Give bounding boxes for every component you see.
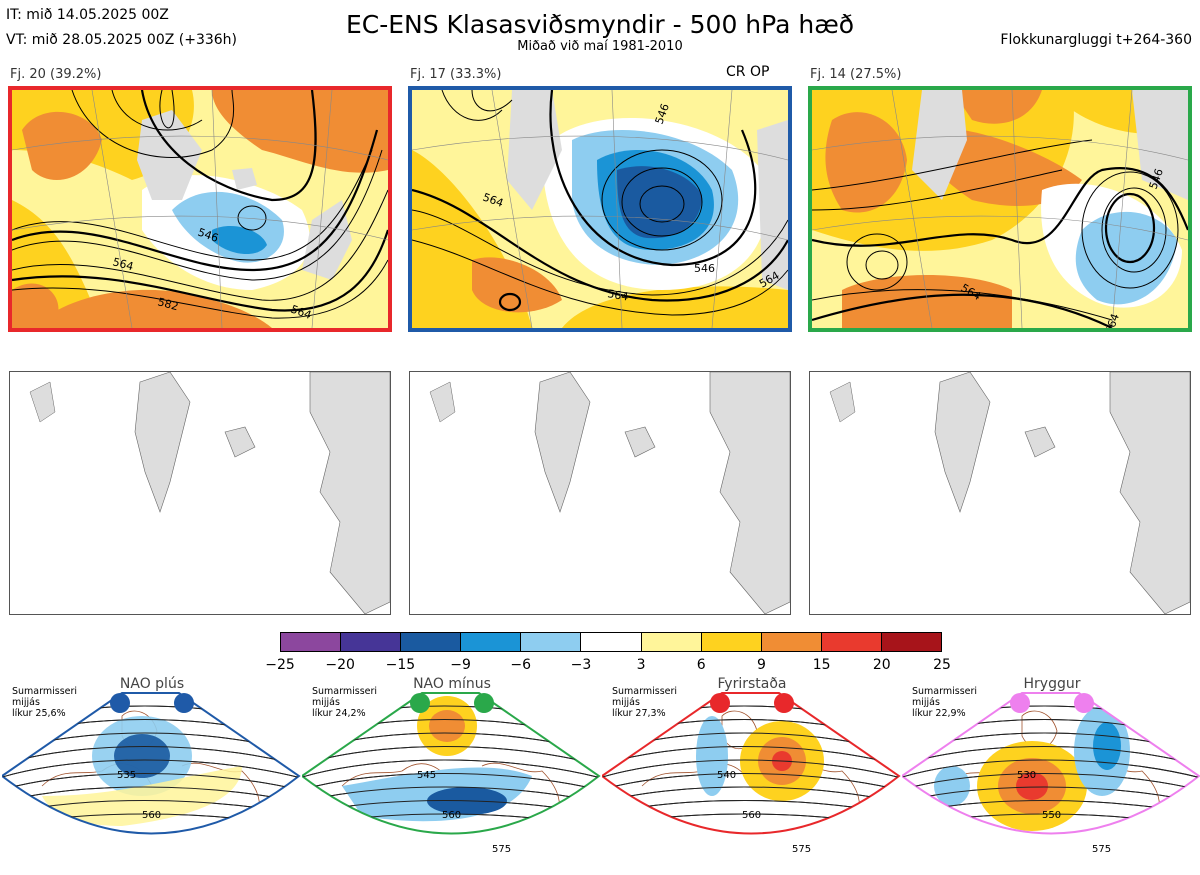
cluster-map-1-plot: 546 564 582 564 [12, 90, 388, 328]
cluster-1-contour-label: 582 [156, 295, 180, 313]
regime-contour-label: 575 [792, 844, 811, 855]
regime-contour-label: 560 [142, 810, 161, 821]
page-title: EC-ENS Klasasviðsmyndir - 500 hPa hæð [345, 10, 855, 39]
regime-info: Sumarmisseri mijjás líkur 22,9% [912, 686, 977, 719]
cluster-map-3-plot: 564 546 564 [812, 90, 1188, 328]
regime-contour-label: 575 [492, 844, 511, 855]
regime-panel: 545 560 575 NAO mínus Sumarmisseri mijjás líku… [300, 676, 602, 871]
colorbar-tick-label: 20 [872, 657, 891, 673]
regime-marker-dot [410, 693, 430, 713]
regime-fan-map: 540 560 575 [600, 692, 901, 855]
colorbar-segment [881, 633, 942, 651]
colorbar-segment [461, 633, 522, 651]
colorbar-tick-label: −15 [385, 657, 416, 673]
regime-contour-label: 545 [417, 770, 436, 781]
regime-info-line: Sumarmisseri [12, 686, 78, 697]
regime-info-line: líkur 27,3% [612, 708, 666, 719]
regime-info-line: Sumarmisseri [312, 686, 378, 697]
valid-time: VT: mið 28.05.2025 00Z (+336h) [6, 32, 238, 48]
colorbar-tick-label: 6 [696, 657, 706, 673]
issue-time: IT: mið 14.05.2025 00Z [6, 7, 169, 23]
colorbar-tick-label: 3 [636, 657, 646, 673]
regime-fan-map: 535 560 [0, 692, 301, 835]
regime-info-line: Sumarmisseri [612, 686, 678, 697]
regime-info-line: líkur 22,9% [912, 708, 966, 719]
regime-panel: 535 560 NAO plús Sumarmisseri mijjás líkur 25… [0, 676, 302, 871]
regime-info-line: mijjás [12, 697, 40, 708]
cluster-2-label: Fj. 17 (33.3%) [410, 67, 502, 82]
regime-info-line: Sumarmisseri [912, 686, 978, 697]
regime-contour-label: 530 [1017, 770, 1036, 781]
empty-map-1 [9, 371, 391, 615]
regime-title: Fyrirstaða [717, 676, 787, 692]
regime-title: Hryggur [1023, 676, 1081, 692]
regime-contour-label: 560 [442, 810, 461, 821]
colorbar [280, 632, 942, 652]
regime-contour-label: 540 [717, 770, 736, 781]
empty-map-2 [409, 371, 791, 615]
regime-info: Sumarmisseri mijjás líkur 27,3% [612, 686, 677, 719]
cluster-map-1: 546 564 582 564 [8, 86, 392, 332]
page-subtitle: Miðað við maí 1981-2010 [517, 39, 683, 54]
cluster-map-3: 564 546 564 [808, 86, 1192, 332]
regime-fan-map: 545 560 575 [300, 692, 601, 855]
cluster-1-contour-label: 564 [111, 255, 135, 273]
regime-contour-label: 550 [1042, 810, 1061, 821]
cluster-1-label: Fj. 20 (39.2%) [10, 67, 102, 82]
regime-info: Sumarmisseri mijjás líkur 25,6% [12, 686, 77, 719]
regime-marker-dot [474, 693, 494, 713]
cluster-2-op-label: CR OP [726, 64, 770, 80]
colorbar-tick-label: −3 [570, 657, 592, 673]
regime-info-line: mijjás [312, 697, 340, 708]
colorbar-tick-label: −6 [510, 657, 532, 673]
colorbar-tick-label: −25 [265, 657, 295, 673]
regime-contour-label: 535 [117, 770, 136, 781]
colorbar-tick-label: −20 [325, 657, 355, 673]
cluster-map-2: 546 564 564 546 564 [408, 86, 792, 332]
colorbar-segment [761, 633, 822, 651]
cluster-2-contour-label: 546 [694, 262, 715, 275]
regime-marker-dot [774, 693, 794, 713]
regime-fan-map: 530 550 575 [900, 692, 1200, 855]
colorbar-tick-label: −9 [450, 657, 471, 673]
regime-info-line: líkur 25,6% [12, 708, 66, 719]
colorbar-segment [701, 633, 762, 651]
colorbar-segment [521, 633, 582, 651]
regime-marker-dot [1074, 693, 1094, 713]
colorbar-segment [281, 633, 342, 651]
regime-contour-label: 575 [1092, 844, 1111, 855]
empty-map-1-coast [29, 372, 390, 614]
colorbar-segment [821, 633, 882, 651]
regime-marker-dot [174, 693, 194, 713]
regime-marker-dot [710, 693, 730, 713]
regime-info: Sumarmisseri mijjás líkur 24,2% [312, 686, 377, 719]
regime-title: NAO plús [119, 676, 185, 692]
empty-map-2-coast [429, 372, 790, 614]
colorbar-segment [581, 633, 642, 651]
regime-contour-label: 560 [742, 810, 761, 821]
classification-window: Flokkunargluggi t+264-360 [1000, 32, 1192, 48]
regime-info-line: mijjás [912, 697, 940, 708]
cluster-3-contour-label: 564 [1103, 312, 1122, 328]
colorbar-segment [401, 633, 462, 651]
cluster-3-label: Fj. 14 (27.5%) [810, 67, 902, 82]
colorbar-tick-label: 15 [812, 657, 831, 673]
empty-map-3 [809, 371, 1191, 615]
colorbar-tick-label: 9 [756, 657, 766, 673]
cluster-map-2-plot: 546 564 564 546 564 [412, 90, 788, 328]
colorbar-segment [341, 633, 402, 651]
regime-panel: 530 550 575 Hryggur Sumarmisseri mijjás líkur … [900, 676, 1200, 871]
regime-marker-dot [1010, 693, 1030, 713]
regime-panel: 540 560 575 Fyrirstaða Sumarmisseri mijjás lík… [600, 676, 902, 871]
regime-title: NAO mínus [413, 676, 491, 692]
regime-marker-dot [110, 693, 130, 713]
colorbar-tick-label: 25 [933, 657, 951, 673]
regime-info-line: mijjás [612, 697, 640, 708]
cluster-2-contour-label: 564 [606, 287, 629, 303]
regime-info-line: líkur 24,2% [312, 708, 366, 719]
empty-map-3-coast [829, 372, 1190, 614]
colorbar-segment [641, 633, 702, 651]
